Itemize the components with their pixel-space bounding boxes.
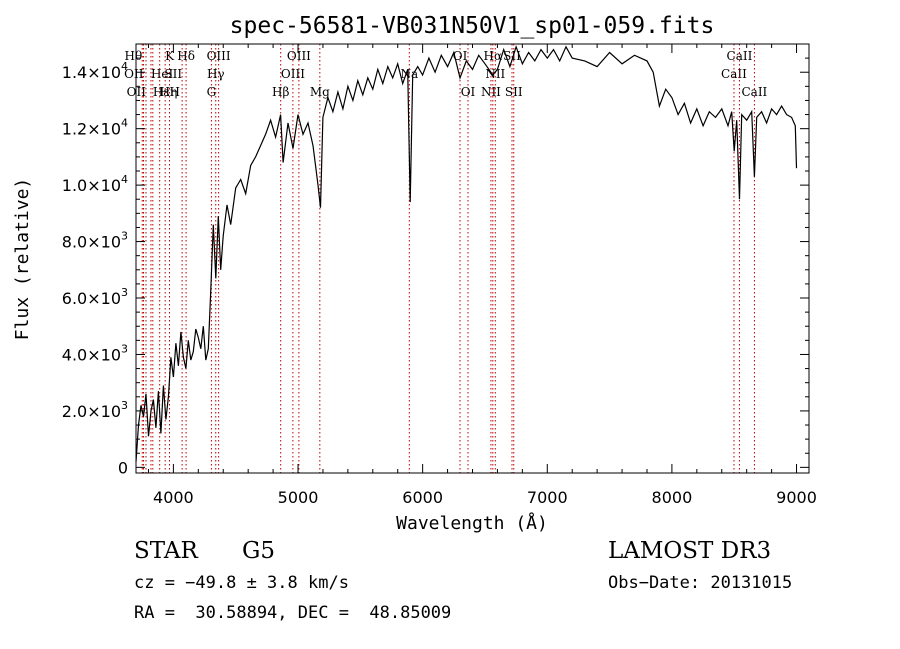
line-marker-label-14: OIII — [281, 67, 305, 81]
svg-text:2.0×103: 2.0×103 — [62, 399, 128, 421]
y-axis: 0 2.0×103 4.0×103 6.0×103 8.0×103 1.0×104 1.2×… — [62, 57, 809, 477]
x-tick-label-9000: 9000 — [776, 488, 817, 507]
svg-text:0: 0 — [118, 458, 128, 477]
line-marker-label-20: NII — [481, 85, 501, 99]
chart-title: spec-56581-VB031N50V1_sp01-059.fits — [230, 13, 715, 39]
line-marker-label-11: Hγ — [207, 67, 225, 81]
x-tick-label-8000: 8000 — [652, 488, 693, 507]
line-marker-label-27: CaII — [741, 85, 767, 99]
line-marker-label-26: CaII — [727, 49, 753, 63]
line-marker-label-7: H — [170, 85, 180, 99]
line-marker-label-1: OII — [124, 67, 144, 81]
svg-text:6.0×103: 6.0×103 — [62, 286, 128, 308]
line-marker-label-24: SII — [505, 85, 523, 99]
coordinates: RA = 30.58894, DEC = 48.85009 — [134, 603, 452, 623]
svg-text:1.4×104: 1.4×104 — [62, 60, 128, 82]
svg-text:8.0×103: 8.0×103 — [62, 230, 128, 252]
x-tick-label-7000: 7000 — [527, 488, 568, 507]
x-tick-label-4000: 4000 — [153, 488, 194, 507]
y-tick-label-12000: 1.2×104 — [62, 117, 128, 139]
line-marker-label-21: Hα — [484, 49, 503, 63]
x-axis-label: Wavelength (Å) — [396, 512, 548, 534]
object-subclass: G5 — [242, 538, 276, 564]
line-marker-label-18: OI — [453, 49, 468, 63]
line-marker-label-0: Hθ — [125, 49, 143, 63]
svg-text:1.2×104: 1.2×104 — [62, 117, 128, 139]
spectral-line-markers: HθOIIOIIHεHeIHηKHSIIHδGHγOIIIHβOIIIOIIIM… — [124, 44, 768, 473]
line-marker-label-15: OIII — [287, 49, 311, 63]
line-marker-label-4: HeI — [151, 67, 174, 81]
line-marker-label-10: G — [207, 85, 217, 99]
line-marker-label-8: SII — [164, 67, 182, 81]
x-axis: 4000 5000 6000 7000 8000 9000 — [147, 44, 817, 507]
line-marker-label-12: OIII — [207, 49, 231, 63]
x-tick-label-5000: 5000 — [278, 488, 319, 507]
y-tick-label-0: 0 — [118, 458, 128, 477]
x-tick-label-6000: 6000 — [402, 488, 443, 507]
object-class: STAR — [134, 538, 198, 564]
svg-text:1.0×104: 1.0×104 — [62, 173, 128, 195]
line-marker-label-19: OI — [461, 85, 476, 99]
line-marker-label-16: Mg — [310, 85, 330, 99]
redshift-info: cz = −49.8 ± 3.8 km/s — [134, 573, 349, 593]
line-marker-label-6: K — [165, 49, 175, 63]
y-tick-label-10000: 1.0×104 — [62, 173, 128, 195]
svg-text:4.0×103: 4.0×103 — [62, 342, 128, 364]
survey-name: LAMOST DR3 — [608, 538, 772, 564]
y-tick-label-6000: 6.0×103 — [62, 286, 128, 308]
y-axis-label: Flux (relative) — [12, 178, 33, 341]
line-marker-label-5: Hη — [160, 85, 178, 99]
spectrum-line — [135, 44, 798, 462]
line-marker-label-17: Na — [400, 67, 418, 81]
y-tick-label-14000: 1.4×104 — [62, 60, 128, 82]
y-tick-label-8000: 8.0×103 — [62, 230, 128, 252]
y-tick-label-4000: 4.0×103 — [62, 342, 128, 364]
y-tick-label-2000: 2.0×103 — [62, 399, 128, 421]
line-marker-label-9: Hδ — [177, 49, 195, 63]
obs-date: Obs−Date: 20131015 — [608, 573, 793, 593]
plot-frame — [135, 43, 810, 474]
line-marker-label-25: CaII — [721, 67, 747, 81]
line-marker-label-13: Hβ — [272, 85, 289, 99]
